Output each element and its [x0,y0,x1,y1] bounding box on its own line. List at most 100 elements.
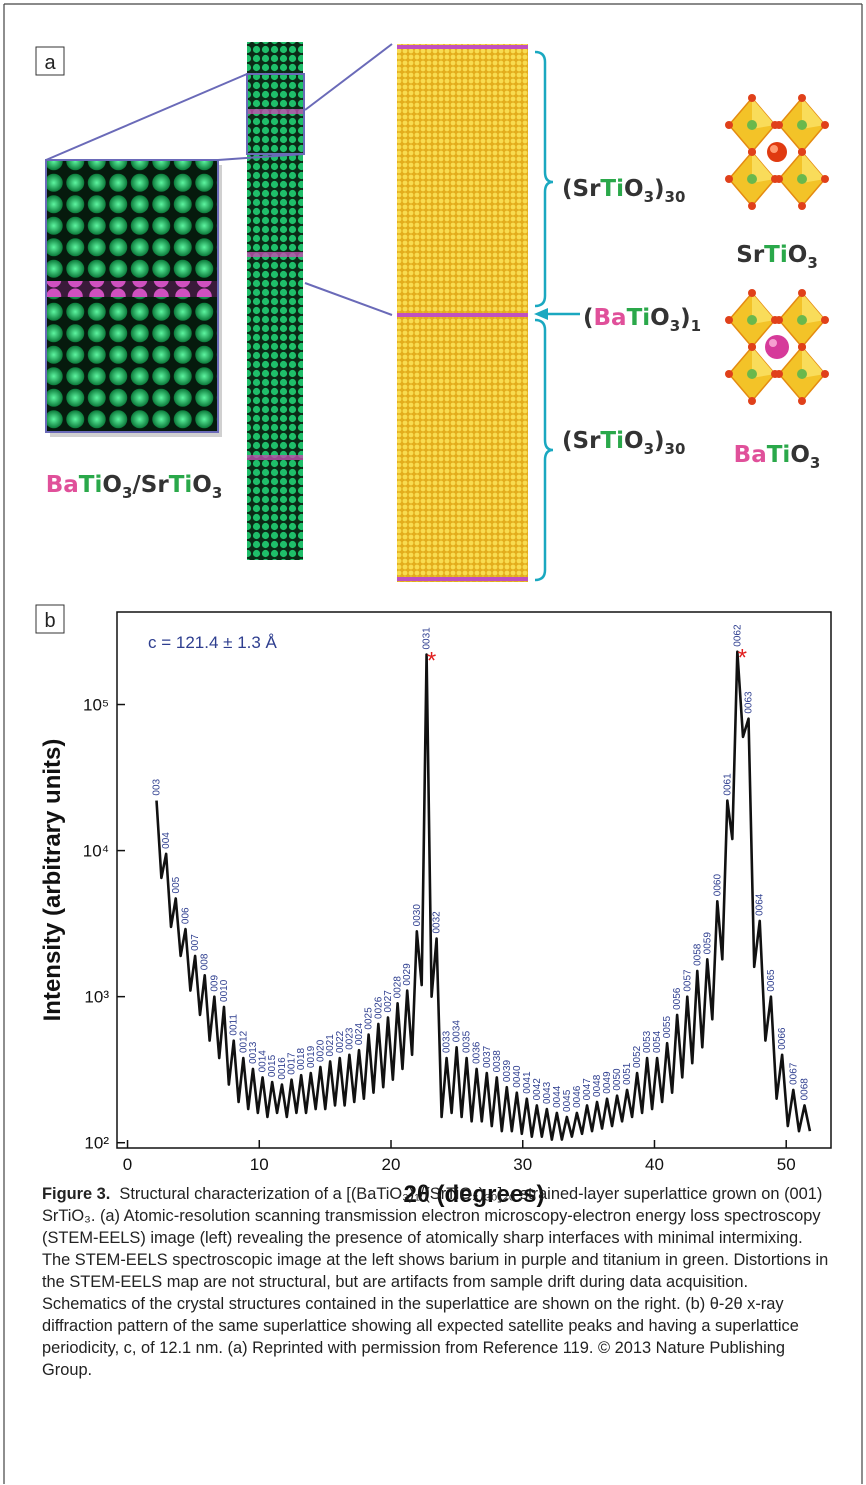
peak-label: 0039 [502,1059,513,1082]
peak-label: 0049 [602,1071,613,1094]
superlattice-model [397,44,528,582]
peak-label: 003 [152,778,163,795]
srtio3-structure [724,93,830,211]
peak-label: 0015 [267,1054,278,1077]
label-part: 3 [212,484,222,502]
peak-label: 0035 [462,1030,473,1053]
peak-label: 0028 [393,976,404,999]
peak-label: 0012 [238,1030,249,1053]
peak-label: 0067 [788,1062,799,1085]
peak-label: 0057 [682,969,693,992]
stem-zoom [45,159,222,437]
peak-label: 0051 [622,1062,633,1085]
peak-label: 0044 [552,1085,563,1108]
label-part: (Sr [562,176,601,202]
peak-label: 0047 [582,1078,593,1101]
peak-label: 0064 [755,893,766,916]
structure-label: BaTiO3 [734,442,821,472]
label-part: O [788,242,808,268]
y-tick-label: 10² [84,1134,109,1153]
x-tick-label: 10 [250,1155,269,1174]
panel-label: a [44,52,56,74]
peak-marker: * [738,645,747,672]
peak-label: 0038 [492,1050,503,1073]
label-part: 3 [670,317,680,335]
label-part: ) [654,176,665,202]
peak-label: 0059 [702,932,713,955]
peak-label: 0054 [652,1030,663,1053]
label-part: ( [583,305,594,331]
layer-label: (BaTiO3)1 [583,305,701,335]
label-part: 30 [665,188,686,206]
peak-label: 0040 [512,1065,523,1088]
peak-label: 0021 [325,1034,336,1057]
peak-label: 0041 [522,1071,533,1094]
caption-label: Figure 3. [42,1185,111,1203]
peak-label: 0046 [572,1085,583,1108]
peak-label: 0029 [402,963,413,986]
peak-label: 0018 [296,1047,307,1070]
peak-label: 0010 [219,979,230,1002]
peak-label: 0052 [632,1045,643,1068]
label-part: O [790,442,810,468]
x-tick-label: 20 [382,1155,401,1174]
peak-label: 0042 [532,1078,543,1101]
peak-label: 005 [171,876,182,893]
zoom-lines [45,43,393,316]
panel-label: b [44,610,55,632]
label-part: ) [654,428,665,454]
peak-label: 0033 [442,1030,453,1053]
peak-label: 0068 [800,1078,811,1101]
label-part: 3 [810,454,820,472]
peak-marker: * [427,648,436,675]
peak-label: 0024 [354,1023,365,1046]
peak-label: 0032 [432,911,443,934]
label-part: Ti [764,242,788,268]
label-part: 30 [665,440,686,458]
peak-label: 0025 [364,1007,375,1030]
peak-label: 0016 [277,1057,288,1080]
peak-label: 0066 [777,1027,788,1050]
peak-label: 004 [161,832,172,849]
label-part: Ba [594,305,627,331]
x-tick-label: 30 [513,1155,532,1174]
label-part: Ba [46,472,79,498]
panel-label-box [35,604,65,634]
peak-label: 0045 [562,1089,573,1112]
peak-label: 0048 [592,1074,603,1097]
data-line [155,650,812,1141]
peak-label: 0050 [612,1068,623,1091]
peak-label: 0014 [258,1050,269,1073]
y-tick-label: 10³ [84,988,109,1007]
label-part: /Sr [132,472,169,498]
peak-label: 0043 [542,1081,553,1104]
label-part: O [624,176,644,202]
peak-label: 0013 [248,1041,259,1064]
peak-label: 0056 [672,987,683,1010]
label-part: Sr [736,242,765,268]
peak-label: 0017 [287,1052,298,1075]
plot-frame [116,611,832,1149]
structure-label: SrTiO3 [736,242,818,272]
label-part: Ti [600,176,624,202]
peak-label: 009 [209,975,220,992]
label-part: Ti [767,442,791,468]
braces [534,50,580,582]
y-axis-label: Intensity (arbitrary units) [39,739,66,1022]
peak-label: 0027 [383,990,394,1013]
peak-label: 0026 [373,996,384,1019]
peak-label: 0063 [744,691,755,714]
batio3-structure [724,288,830,406]
peak-label: 0031 [422,627,433,650]
peak-label: 007 [190,934,201,951]
peak-label: 0058 [692,943,703,966]
label-part: 3 [122,484,132,502]
x-tick-label: 50 [777,1155,796,1174]
peak-label: 008 [200,953,211,970]
label-part: O [192,472,212,498]
caption-text: Structural characterization of a [(BaTiO… [42,1185,829,1379]
peak-label: 0036 [472,1041,483,1064]
panel-label-box [35,46,65,76]
x-axis-label: 2θ (degrees) [403,1181,544,1208]
